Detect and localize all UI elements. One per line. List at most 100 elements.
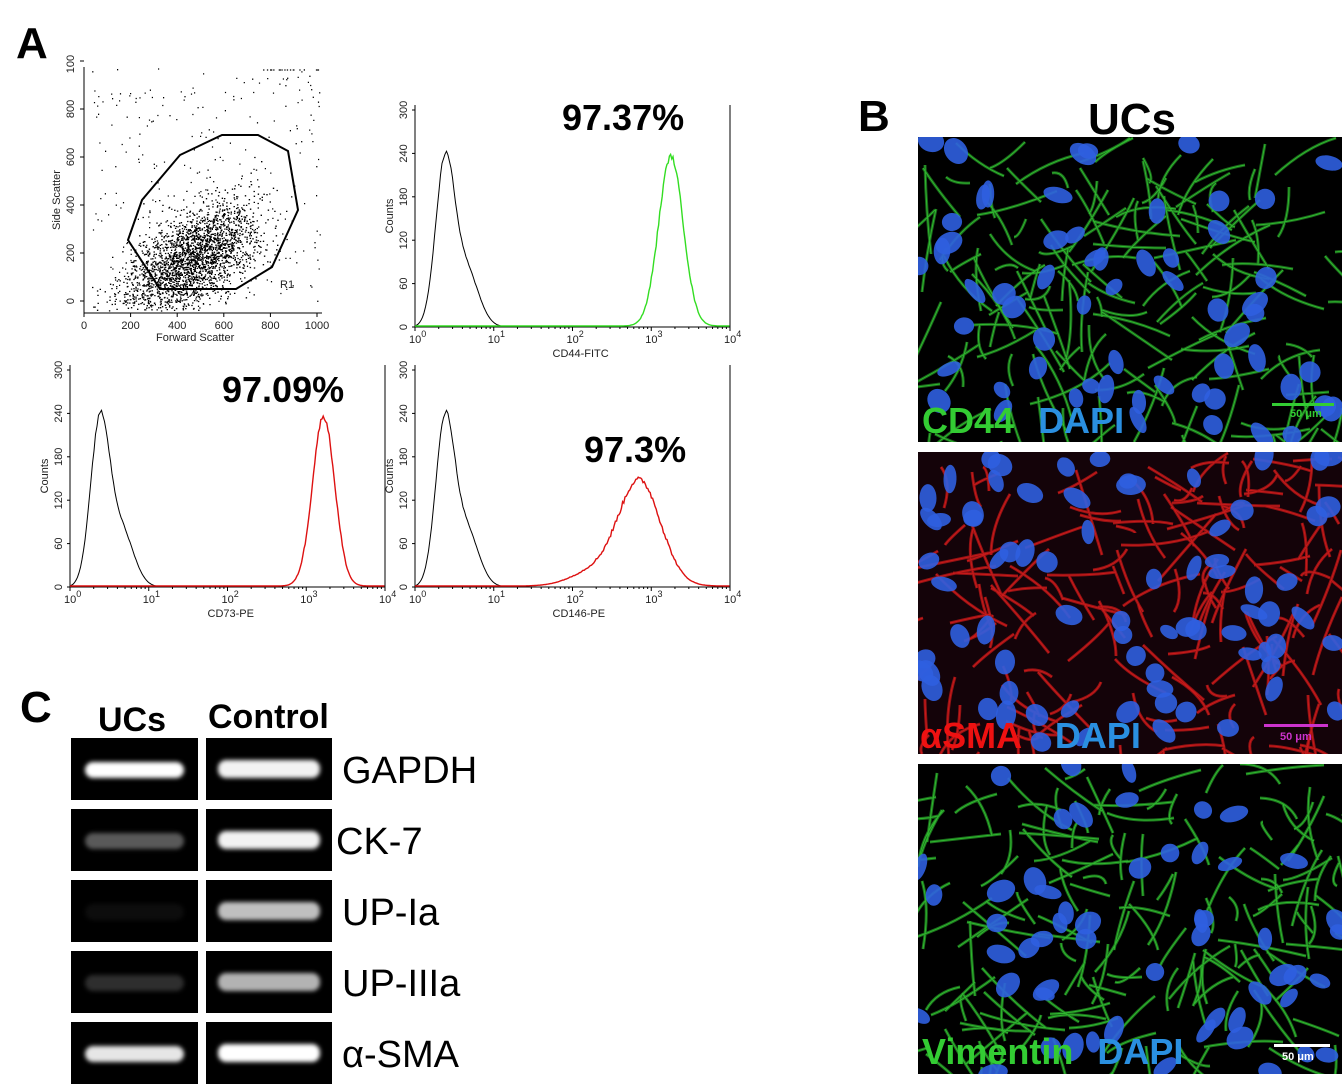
percent-cd73: 97.09% [222, 369, 345, 410]
nucleus [1105, 278, 1123, 296]
hist-y-tick: 120 [398, 491, 410, 509]
nucleus [1032, 327, 1056, 351]
hist-control-curve [69, 409, 180, 588]
nucleus [1160, 624, 1178, 640]
col-header-control: Control [208, 698, 329, 736]
nucleus [1193, 801, 1213, 819]
nucleus [950, 624, 970, 648]
nucleus [1104, 1015, 1124, 1045]
scatter-x-tick: 400 [168, 320, 186, 332]
panel-b-title: UCs [1088, 95, 1177, 144]
nucleus [1322, 635, 1342, 651]
nucleus [1261, 655, 1281, 675]
nucleus [1136, 249, 1156, 277]
nucleus [918, 853, 928, 881]
nucleus [1175, 617, 1201, 637]
hist-x-tick: 101 [488, 329, 505, 346]
nucleus [918, 256, 929, 276]
nucleus [988, 469, 1004, 493]
nucleus [1060, 700, 1080, 718]
hist-x-tick: 101 [488, 589, 505, 606]
nucleus [1162, 271, 1184, 291]
stain-label-cd44: CD44 DAPI [922, 403, 1124, 439]
nucleus [1219, 805, 1249, 823]
hist-y-tick: 0 [53, 584, 65, 590]
scale-text-3: 50 μm [1282, 1051, 1314, 1063]
hist-y-tick: 60 [398, 537, 410, 549]
hist-x-title: CD146-PE [553, 608, 606, 620]
nucleus [919, 484, 937, 512]
nucleus [1240, 604, 1268, 620]
gel-lane-ucs [71, 1022, 198, 1084]
hist-y-tick: 300 [53, 361, 65, 379]
hist-x-tick: 101 [143, 589, 160, 606]
panel-label-a: A [16, 19, 48, 68]
hist-y-tick: 240 [53, 404, 65, 422]
histogram-cd44: 0 60 120 180 240 300 Counts 100 101 102 103 104 CD44… [384, 101, 741, 360]
gel-lane-control [206, 809, 332, 871]
scatter-y-tick: 0 [65, 298, 77, 304]
scatter-plot: R1 0 200 400 600 800 1000 0 200 400 600 800 1000 Fo… [51, 55, 329, 344]
scatter-y-tick: 1000 [65, 55, 77, 73]
hist-marker-curve [415, 152, 730, 327]
nucleus [1036, 551, 1058, 573]
nucleus [1055, 604, 1083, 626]
nucleus [1025, 704, 1049, 726]
hist-y-tick: 300 [398, 101, 410, 119]
nucleus [1116, 701, 1140, 723]
hist-control-curve [414, 409, 525, 588]
nucleus [1258, 1062, 1282, 1074]
nucleus [1204, 388, 1226, 410]
hist-x-tick: 100 [64, 589, 81, 606]
scale-bar-1 [1272, 403, 1334, 406]
gel-lane-ucs [71, 880, 198, 942]
hist-y-tick: 180 [53, 448, 65, 466]
scatter-x-tick: 200 [121, 320, 139, 332]
nucleus [1254, 452, 1274, 471]
hist-y-tick: 180 [398, 448, 410, 466]
scale-bar-3 [1274, 1044, 1330, 1047]
nucleus [993, 381, 1011, 399]
counter-dapi-1: DAPI [1038, 400, 1125, 441]
nucleus [994, 649, 1016, 675]
nucleus [1314, 452, 1342, 467]
micrograph-asma: αSMA DAPI 50 μm [918, 452, 1342, 754]
hist-x-tick: 102 [567, 329, 584, 346]
nucleus [1326, 701, 1342, 721]
nucleus [1015, 539, 1035, 567]
nucleus [1032, 979, 1060, 1001]
scatter-x-tick: 600 [215, 320, 233, 332]
hist-y-title: Counts [39, 458, 51, 493]
nucleus [1075, 928, 1097, 950]
hist-y-tick: 300 [398, 361, 410, 379]
gel-lane-ucs [71, 809, 198, 871]
nucleus [1131, 389, 1147, 415]
nucleus [1069, 802, 1093, 828]
nucleus [1113, 626, 1133, 644]
nucleus [1154, 692, 1178, 714]
nucleus [1265, 676, 1283, 702]
hist-x-tick: 100 [409, 589, 426, 606]
gel-lane-ucs [71, 738, 198, 800]
nucleus [927, 513, 951, 527]
hist-x-title: CD73-PE [208, 608, 254, 620]
nucleus [918, 1008, 930, 1024]
nucleus [1203, 415, 1223, 435]
nucleus [1016, 482, 1044, 504]
nucleus [1068, 388, 1084, 408]
nucleus [1245, 303, 1265, 323]
hist-y-tick: 240 [398, 144, 410, 162]
nucleus [1257, 601, 1281, 627]
stain-label-asma: αSMA DAPI [920, 718, 1141, 754]
nucleus [937, 361, 961, 377]
nucleus [918, 552, 940, 570]
nucleus [1315, 1047, 1339, 1063]
counter-dapi-3: DAPI [1097, 1031, 1184, 1072]
nucleus [953, 317, 975, 335]
nucleus [986, 879, 1016, 903]
nucleus [976, 184, 990, 210]
nucleus [992, 283, 1016, 305]
hist-y-tick: 120 [53, 491, 65, 509]
gel-lane-control [206, 1022, 332, 1084]
micrograph-cd44: CD44 DAPI 50 μm [918, 137, 1342, 442]
